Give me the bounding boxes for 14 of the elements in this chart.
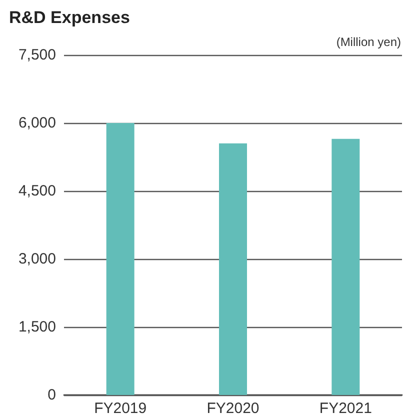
y-tick-label: 1,500	[18, 318, 56, 336]
x-tick-label: FY2021	[319, 400, 372, 417]
bar	[219, 143, 247, 395]
bar	[332, 138, 360, 395]
y-tick-label: 0	[48, 386, 56, 404]
y-tick-label: 7,500	[18, 46, 56, 64]
y-tick-label: 3,000	[18, 250, 56, 268]
text: (Million yen)	[336, 35, 402, 49]
y-tick-label: 4,500	[18, 182, 56, 200]
bar	[106, 123, 134, 395]
x-tick-label: FY2020	[206, 400, 260, 417]
chart-title: R&D Expenses	[9, 8, 130, 27]
y-tick-label: 6,000	[18, 114, 56, 132]
x-tick-label: FY2019	[94, 400, 147, 417]
